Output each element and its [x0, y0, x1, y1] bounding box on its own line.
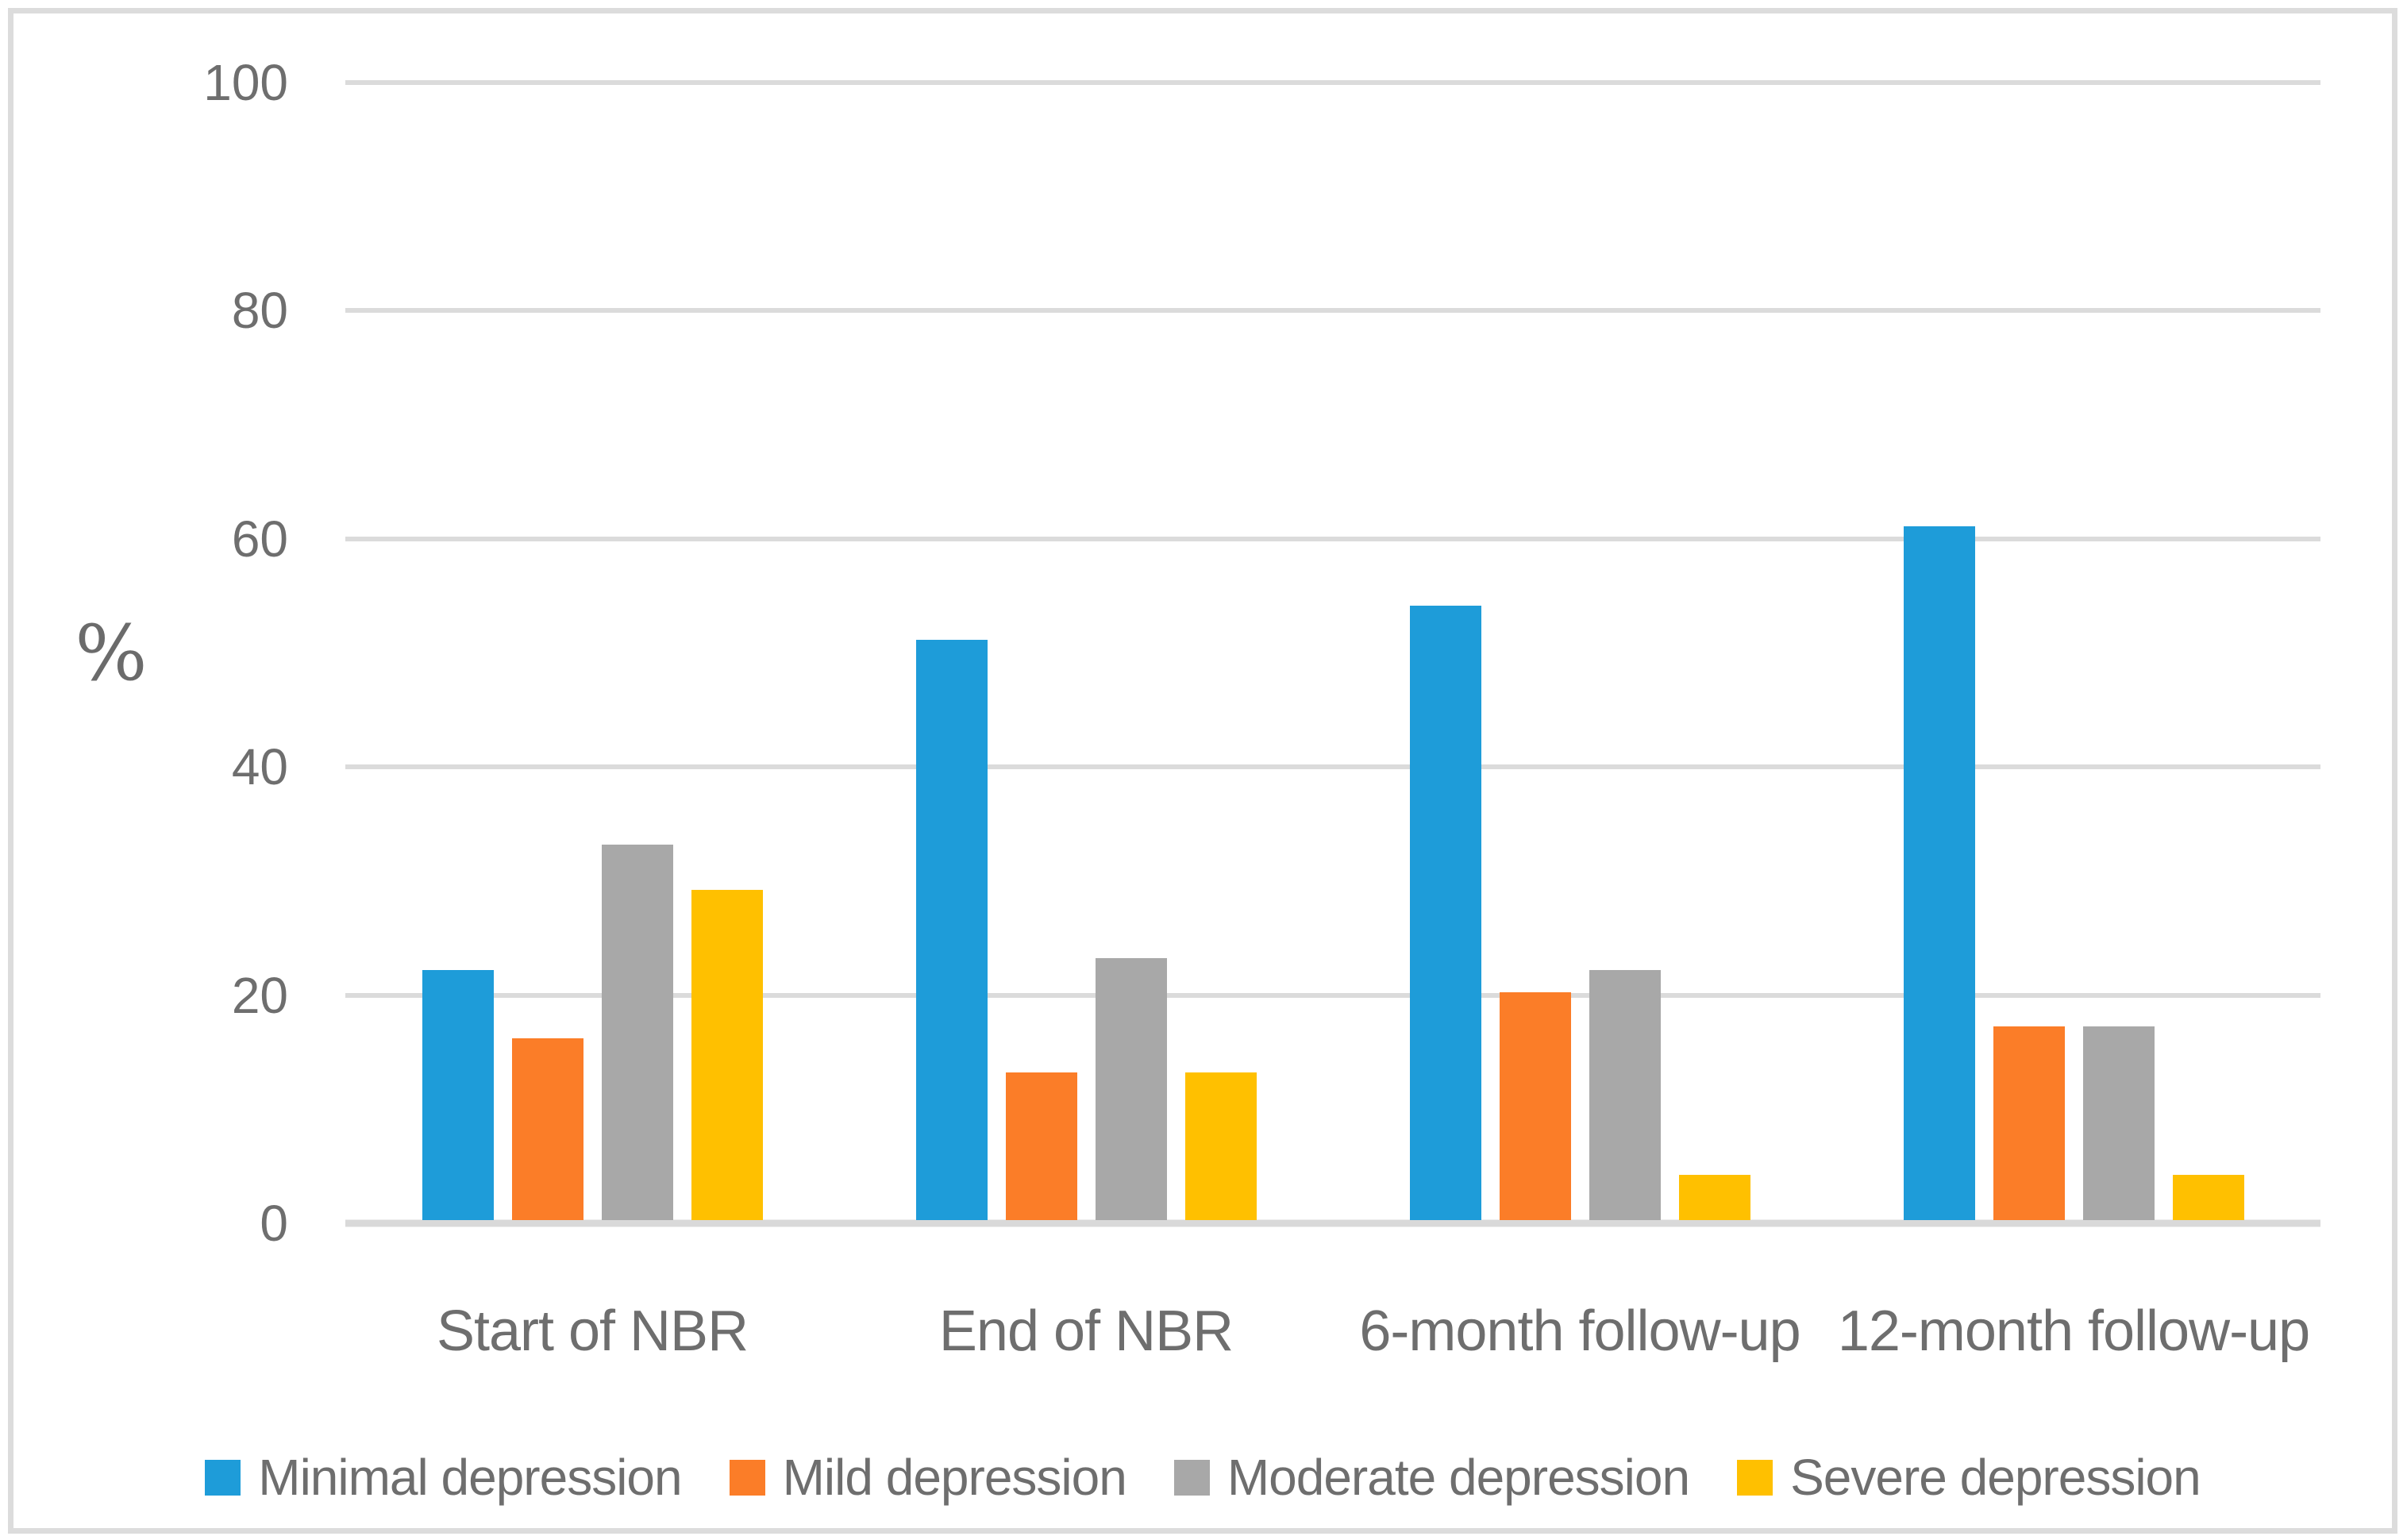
- legend-swatch-moderate-depression: [1173, 1459, 1210, 1496]
- bar-mild-depression: [511, 1038, 583, 1220]
- y-tick-label-80: 80: [231, 282, 288, 340]
- legend-swatch-mild-depression: [729, 1459, 765, 1496]
- chart-figure: % 0 20 40 60 80 100 Start of NBR End of NBR 6-m…: [8, 8, 2397, 1534]
- plot-area: [345, 80, 2320, 1227]
- bar-group-end-of-nbr: [839, 83, 1333, 1223]
- bar-moderate-depression: [1589, 969, 1661, 1220]
- legend-label-moderate-depression: Moderate depression: [1227, 1449, 1690, 1506]
- bar-mild-depression: [1005, 1072, 1077, 1220]
- bar-moderate-depression: [601, 845, 673, 1220]
- y-axis-label: %: [75, 609, 148, 698]
- bar-minimal-depression: [1409, 606, 1481, 1220]
- legend: Minimal depression Mild depression Moderat…: [13, 1433, 2392, 1522]
- x-category-label-12-month-follow-up: 12-month follow-up: [1837, 1299, 2310, 1363]
- bar-severe-depression: [1678, 1174, 1750, 1220]
- x-category-label-6-month-follow-up: 6-month follow-up: [1359, 1299, 1800, 1363]
- legend-item-mild-depression: Mild depression: [729, 1448, 1127, 1507]
- x-axis-baseline: [345, 1219, 2320, 1227]
- bar-severe-depression: [1184, 1072, 1257, 1220]
- y-tick-label-100: 100: [203, 54, 288, 111]
- bar-moderate-depression: [2082, 1026, 2155, 1220]
- bar-group-start-of-nbr: [345, 83, 839, 1223]
- x-axis-labels: Start of NBR End of NBR 6-month follow-up 1…: [345, 1282, 2320, 1380]
- gridline-20: [345, 992, 2320, 998]
- bar-minimal-depression: [1903, 526, 1975, 1220]
- x-category-label-end-of-nbr: End of NBR: [938, 1299, 1234, 1363]
- gridline-60: [345, 536, 2320, 541]
- gridline-100: [345, 80, 2320, 85]
- bar-severe-depression: [2172, 1174, 2244, 1220]
- bar-severe-depression: [691, 890, 763, 1220]
- gridline-40: [345, 764, 2320, 770]
- legend-label-severe-depression: Severe depression: [1790, 1449, 2201, 1506]
- legend-swatch-severe-depression: [1737, 1459, 1773, 1496]
- bar-mild-depression: [1993, 1026, 2065, 1220]
- legend-label-minimal-depression: Minimal depression: [258, 1449, 682, 1506]
- legend-swatch-minimal-depression: [205, 1459, 241, 1496]
- y-tick-label-40: 40: [231, 738, 288, 796]
- y-tick-label-0: 0: [260, 1195, 288, 1252]
- bar-mild-depression: [1499, 992, 1571, 1220]
- legend-item-severe-depression: Severe depression: [1737, 1448, 2201, 1507]
- y-tick-label-60: 60: [231, 510, 288, 568]
- legend-item-moderate-depression: Moderate depression: [1173, 1448, 1690, 1507]
- bar-moderate-depression: [1095, 958, 1167, 1220]
- x-category-label-start-of-nbr: Start of NBR: [436, 1299, 749, 1363]
- gridline-80: [345, 308, 2320, 314]
- bar-group-12-month-follow-up: [1827, 83, 2320, 1223]
- bar-groups: [345, 83, 2320, 1223]
- bar-minimal-depression: [422, 969, 494, 1220]
- bar-minimal-depression: [915, 640, 988, 1220]
- bar-group-6-month-follow-up: [1333, 83, 1827, 1223]
- legend-label-mild-depression: Mild depression: [782, 1449, 1127, 1506]
- y-tick-label-20: 20: [231, 966, 288, 1024]
- legend-item-minimal-depression: Minimal depression: [205, 1448, 683, 1507]
- y-axis-ticks: 0 20 40 60 80 100: [109, 57, 288, 1249]
